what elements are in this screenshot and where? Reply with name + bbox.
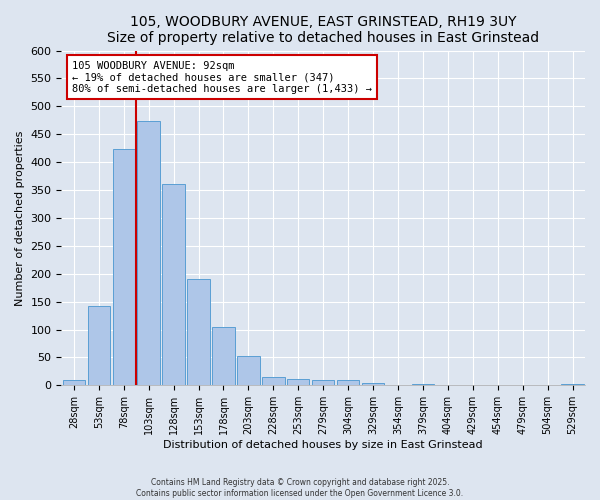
Bar bbox=[187, 279, 210, 386]
Bar bbox=[137, 122, 160, 386]
Bar bbox=[287, 378, 310, 386]
Bar bbox=[113, 150, 135, 386]
Bar bbox=[88, 306, 110, 386]
X-axis label: Distribution of detached houses by size in East Grinstead: Distribution of detached houses by size … bbox=[163, 440, 483, 450]
Bar bbox=[412, 384, 434, 386]
Bar bbox=[461, 385, 484, 386]
Bar bbox=[237, 356, 260, 386]
Bar bbox=[312, 380, 334, 386]
Bar bbox=[562, 384, 584, 386]
Bar bbox=[262, 377, 284, 386]
Bar bbox=[362, 383, 384, 386]
Bar bbox=[387, 385, 409, 386]
Y-axis label: Number of detached properties: Number of detached properties bbox=[15, 130, 25, 306]
Bar bbox=[337, 380, 359, 386]
Title: 105, WOODBURY AVENUE, EAST GRINSTEAD, RH19 3UY
Size of property relative to deta: 105, WOODBURY AVENUE, EAST GRINSTEAD, RH… bbox=[107, 15, 539, 45]
Bar bbox=[212, 327, 235, 386]
Text: Contains HM Land Registry data © Crown copyright and database right 2025.
Contai: Contains HM Land Registry data © Crown c… bbox=[136, 478, 464, 498]
Bar bbox=[163, 184, 185, 386]
Text: 105 WOODBURY AVENUE: 92sqm
← 19% of detached houses are smaller (347)
80% of sem: 105 WOODBURY AVENUE: 92sqm ← 19% of deta… bbox=[72, 60, 372, 94]
Bar bbox=[437, 385, 459, 386]
Bar bbox=[62, 380, 85, 386]
